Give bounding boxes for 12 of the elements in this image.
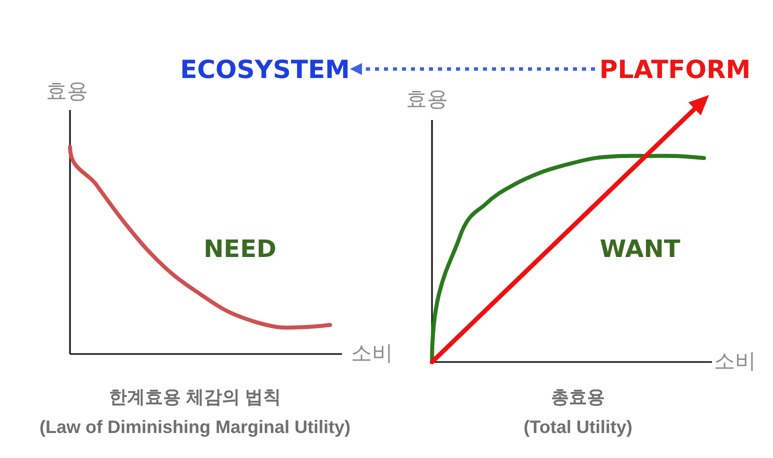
annotation: NEED <box>204 235 276 263</box>
x-axis-title: 소비 <box>714 350 756 373</box>
text: (Total Utility) <box>524 417 632 437</box>
y-axis-title: 효용 <box>406 88 448 111</box>
text: PLATFORM <box>599 55 751 84</box>
x-axis-title: 소비 <box>351 342 393 365</box>
text: 한계효용 체감의 법칙 <box>108 387 282 407</box>
y-axis-title: 효용 <box>46 80 88 103</box>
text: 총효용 <box>551 387 605 407</box>
text: ECOSYSTEM <box>180 55 350 84</box>
text: (Law of Diminishing Marginal Utility) <box>39 417 351 437</box>
annotation: WANT <box>600 235 681 263</box>
